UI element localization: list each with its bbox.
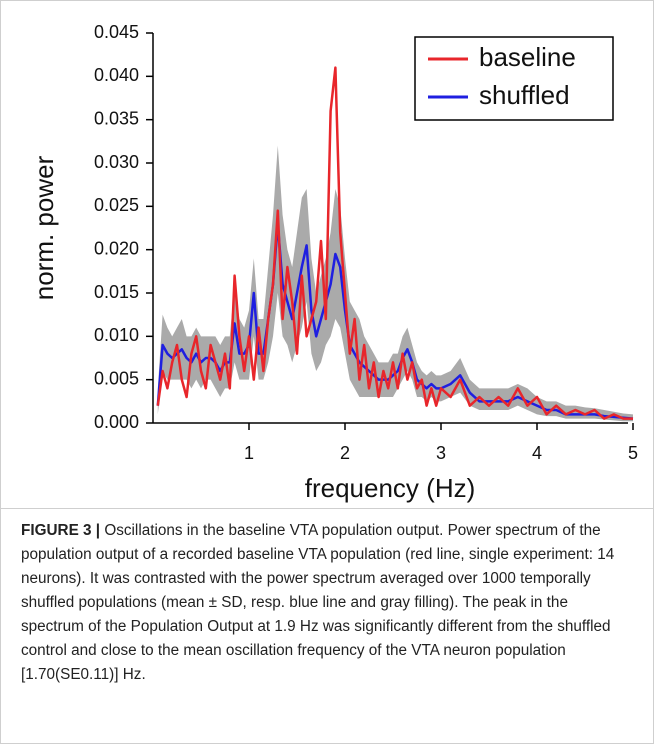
legend-label: shuffled — [479, 80, 570, 110]
y-axis-label: norm. power — [29, 155, 59, 300]
x-tick-label: 5 — [628, 443, 638, 463]
line-baseline — [156, 66, 633, 420]
y-tick-label: 0.005 — [94, 368, 139, 388]
y-tick-label: 0.020 — [94, 238, 139, 258]
caption-label: FIGURE 3 | — [21, 522, 101, 539]
y-tick-label: 0.045 — [94, 22, 139, 42]
y-tick-label: 0.030 — [94, 152, 139, 172]
x-tick-label: 1 — [244, 443, 254, 463]
legend-box — [414, 36, 614, 121]
x-tick-label: 4 — [532, 443, 542, 463]
x-tick-label: 3 — [436, 443, 446, 463]
x-tick-label: 2 — [340, 443, 350, 463]
y-tick-label: 0.035 — [94, 108, 139, 128]
x-axis-label: frequency (Hz) — [305, 473, 476, 503]
y-tick-label: 0.000 — [94, 412, 139, 432]
y-tick-label: 0.040 — [94, 65, 139, 85]
y-tick-label: 0.015 — [94, 282, 139, 302]
legend-label: baseline — [479, 42, 576, 72]
y-tick-label: 0.025 — [94, 195, 139, 215]
chart: frequency (Hz) norm. power 0.000 0.005 0.0… — [29, 22, 638, 503]
caption-text: Oscillations in the baseline VTA populat… — [21, 522, 615, 683]
caption: FIGURE 3 | Oscillations in the baseline … — [1, 508, 653, 743]
y-tick-label: 0.010 — [94, 325, 139, 345]
